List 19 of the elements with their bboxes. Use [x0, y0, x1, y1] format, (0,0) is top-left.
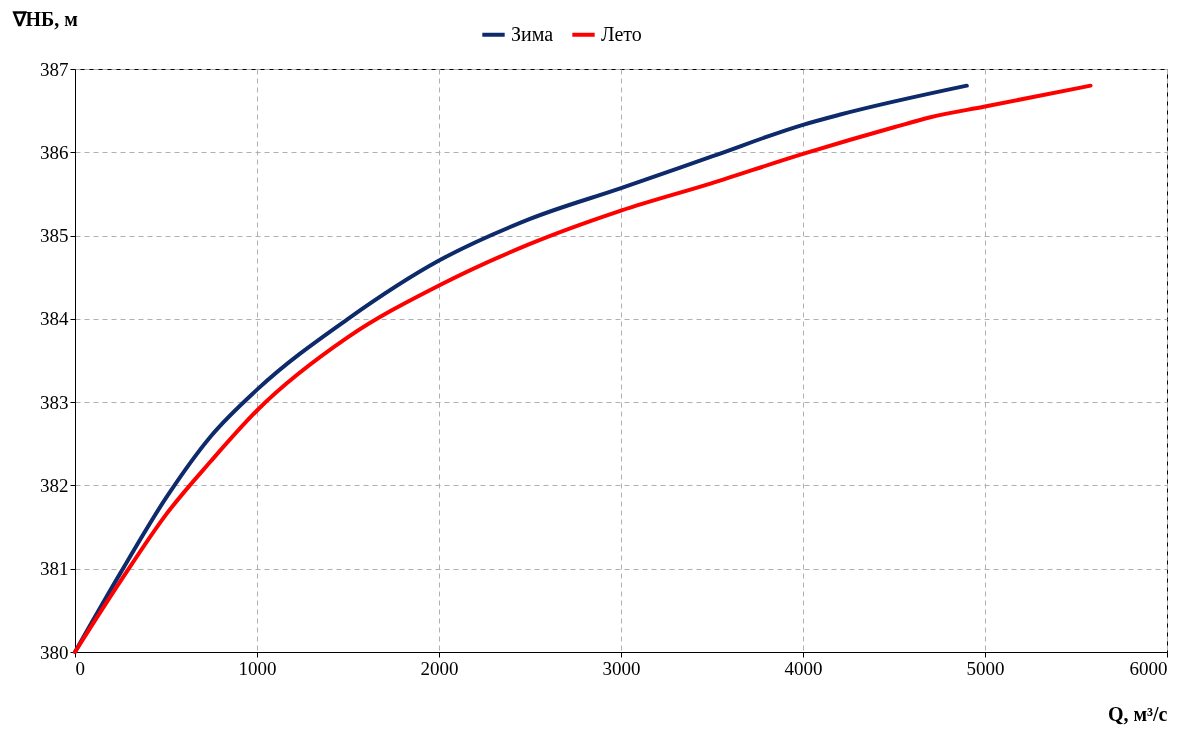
y-tick-label: 383 [40, 391, 69, 413]
x-axis-title: Q, м³/с [1107, 702, 1168, 725]
x-tick-label: 4000 [784, 657, 823, 679]
y-tick-label: 381 [40, 558, 69, 580]
legend-label: Зима [511, 22, 554, 45]
x-tick-label: 1000 [238, 657, 277, 679]
y-tick-label: 385 [40, 225, 69, 247]
y-tick-label: 384 [40, 308, 69, 330]
legend-label: Лето [601, 22, 642, 45]
y-tick-label: 386 [40, 141, 69, 163]
y-tick-label: 382 [40, 474, 69, 496]
x-tick-label: 6000 [1129, 657, 1168, 679]
y-tick-label: 380 [40, 641, 69, 663]
x-tick-label: 0 [75, 657, 85, 679]
y-tick-label: 387 [40, 58, 69, 80]
x-tick-label: 2000 [420, 657, 459, 679]
x-tick-label: 3000 [602, 657, 641, 679]
y-axis-title: ∇НБ, м [11, 7, 78, 30]
x-tick-label: 5000 [966, 657, 1005, 679]
